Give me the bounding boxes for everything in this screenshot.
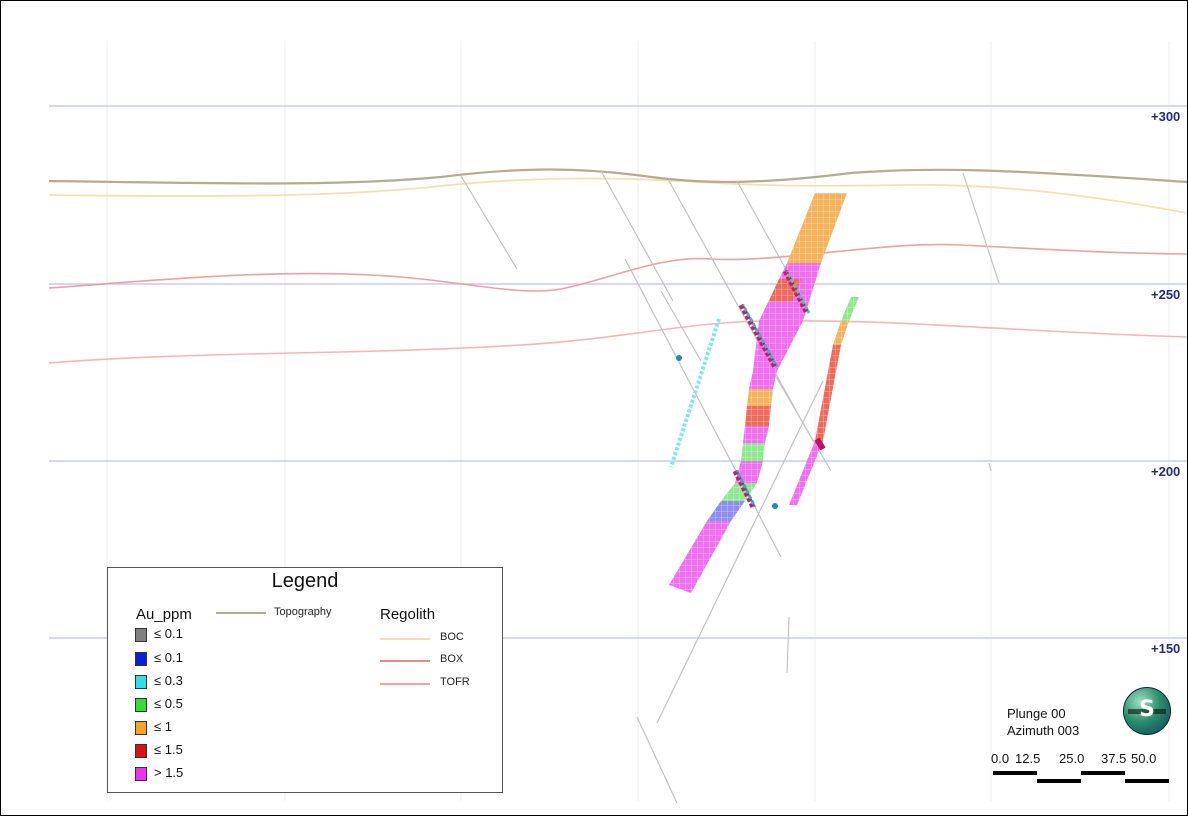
legend-panel: Legend Au_ppm Topography Regolith ≤ 0.1 … [107,567,503,793]
scale-tick-label: 37.5 [1101,751,1127,766]
au-class-item: ≤ 0.3 [135,672,225,692]
au-class-label: ≤ 0.3 [154,673,183,688]
scale-bar: 0.0 12.5 25.0 37.5 50.0 [991,751,1171,791]
topography-label: Topography [274,606,332,618]
elevation-label-300: +300 [1151,109,1181,124]
drillhole-traces [460,170,1000,804]
topography-line [48,168,1187,185]
sample-point [676,355,682,361]
regolith-box-swatch [380,660,430,662]
au-class-swatch [135,744,147,758]
elevation-label-150: +150 [1151,641,1181,656]
scale-tick-label: 50.0 [1131,751,1157,766]
view-orientation: Plunge 00 Azimuth 003 [1007,705,1079,739]
vertical-grid [106,41,1170,801]
ore-body-lens [789,297,859,505]
au-class-swatch [135,675,147,689]
regolith-tofr-line [48,319,1187,364]
regolith-box-line [48,243,1187,292]
legend-title: Legend [271,570,339,592]
au-class-item: ≤ 0.5 [135,695,225,715]
au-class-swatch [135,652,147,666]
regolith-box-label: BOX [440,653,464,665]
elevation-label-200: +200 [1151,464,1181,479]
regolith-boc-swatch [380,638,430,640]
low-grade-intercept [669,318,721,468]
scale-segment [1081,771,1125,775]
plunge-label: Plunge 00 [1007,706,1066,721]
azimuth-label: Azimuth 003 [1007,723,1080,738]
au-class-item: ≤ 0.1 [135,625,225,645]
elevation-lines [49,105,1187,639]
scale-segment [1037,779,1081,783]
au-class-swatch [135,698,147,712]
au-class-swatch [135,767,147,781]
compass-letter: S [1139,697,1155,722]
au-class-swatch [135,721,147,735]
au-class-label: ≤ 0.1 [154,650,183,665]
regolith-tofr-swatch [380,683,430,685]
au-class-item: ≤ 1.5 [135,741,225,761]
regolith-boc-label: BOC [440,631,464,643]
topography-swatch [216,612,266,614]
sample-point [772,503,778,509]
assay-intercepts [732,269,826,509]
scale-tick-label: 12.5 [1015,751,1041,766]
scale-tick-label: 25.0 [1059,751,1085,766]
au-class-swatch [135,628,147,642]
au-class-label: ≤ 1.5 [154,742,183,757]
scale-segment [993,771,1037,775]
regolith-heading: Regolith [380,606,436,623]
compass-icon[interactable]: S [1123,687,1171,735]
scale-tick-label: 0.0 [991,751,1010,766]
au-class-label: ≤ 0.1 [154,626,183,641]
compass-band [1128,709,1166,714]
scale-segment [1125,779,1169,783]
au-class-label: > 1.5 [154,765,184,780]
regolith-tofr-label: TOFR [440,676,470,688]
au-ppm-heading: Au_ppm [136,606,192,623]
au-class-item: ≤ 0.1 [135,649,225,669]
au-class-item: ≤ 1 [135,718,225,738]
au-class-item: > 1.5 [135,764,225,784]
elevation-label-250: +250 [1151,287,1181,302]
au-class-label: ≤ 0.5 [154,696,183,711]
au-class-label: ≤ 1 [154,719,172,734]
regolith-boc-line [48,177,1187,214]
